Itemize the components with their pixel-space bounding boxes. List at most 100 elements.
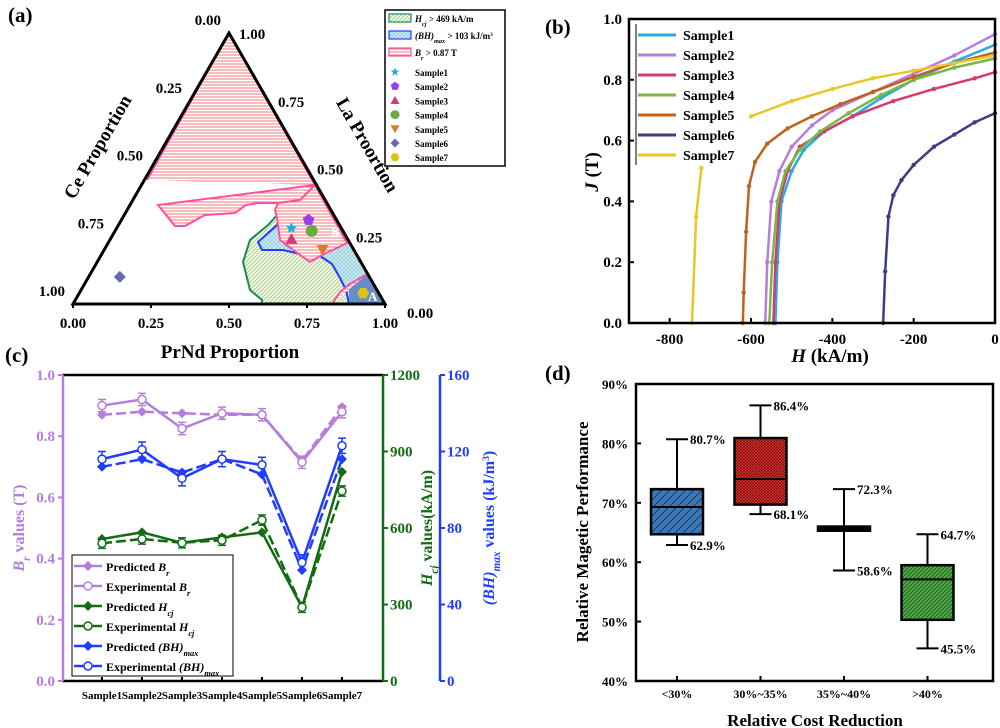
data-point — [830, 86, 835, 92]
data-point — [137, 394, 147, 405]
panel-label: (d) — [545, 361, 571, 385]
hcj-axis-title-subscript: cj — [429, 565, 441, 574]
y-tick-label: 1.0 — [603, 12, 622, 28]
x-tick-label: 30%~35% — [733, 687, 787, 701]
bhmax-axis-title-tail: ) — [481, 451, 498, 456]
data-point — [746, 184, 752, 189]
data-point — [257, 515, 267, 525]
legend-swatch — [388, 30, 412, 40]
min-data-label: 45.5% — [941, 641, 977, 656]
data-point — [809, 123, 815, 128]
sample-point-6 — [113, 270, 126, 283]
legend-marker — [83, 581, 93, 591]
sample-point-5 — [316, 245, 329, 256]
data-point — [789, 98, 794, 104]
data-point — [870, 89, 876, 95]
data-point — [817, 129, 823, 134]
legend-marker — [390, 110, 400, 120]
data-point — [177, 423, 187, 434]
right-axis-tick-label: 1200 — [390, 368, 420, 384]
data-point — [137, 527, 147, 538]
y-tick-label: 50% — [602, 615, 628, 630]
legend-label: Predicted Br — [106, 560, 170, 578]
data-point — [891, 193, 896, 198]
plot-frame — [627, 17, 997, 325]
legend-label: Sample2 — [683, 49, 734, 64]
left-tick-label: 0.00 — [195, 13, 221, 29]
legend-label-subscript: r — [166, 569, 170, 578]
x-axis-title-text: (kA/m) — [806, 346, 869, 367]
data-point — [911, 77, 916, 83]
y-tick-label: 0.6 — [603, 134, 622, 150]
legend-label-subscript: max — [183, 649, 198, 658]
right-axis-tick-label: 0 — [447, 674, 455, 690]
legend-label-prefix: Predicted — [106, 560, 158, 574]
sample-point-4 — [305, 224, 318, 237]
data-point — [785, 126, 790, 131]
legend-label: Br > 0.87 T — [414, 48, 457, 62]
data-point — [137, 406, 147, 417]
y-tick-label: 0.2 — [603, 255, 622, 271]
data-point — [137, 534, 147, 544]
legend-label: Sample1 — [415, 68, 449, 78]
bhmax-axis-title-symbol: (BH) — [481, 571, 498, 605]
y-axis-title: J (T) — [582, 152, 603, 193]
data-point — [789, 168, 794, 174]
br-axis-title: Br values (T) — [11, 484, 33, 572]
y-tick-label: 60% — [602, 555, 628, 570]
right-axis-tick-label: 300 — [390, 598, 413, 614]
legend-label: Sample5 — [683, 109, 734, 124]
min-data-label: 62.9% — [690, 538, 726, 553]
bottom-axis-title: PrNd Proportion — [161, 342, 300, 363]
bhmax-axis-title: (BH)max values (kJ/m3) — [481, 451, 504, 605]
data-point — [783, 168, 788, 174]
data-point — [693, 214, 699, 219]
bottom-tick-label: 0.75 — [294, 316, 320, 332]
data-point — [809, 114, 815, 119]
data-point — [217, 535, 227, 545]
x-tick-label: Sample1 — [82, 690, 122, 702]
data-point — [899, 177, 904, 183]
y-tick-label: 0.4 — [603, 194, 622, 210]
data-point — [743, 229, 749, 234]
data-point — [177, 473, 187, 484]
legend-label: Predicted (BH)max — [106, 640, 198, 658]
min-data-label: 68.1% — [774, 507, 810, 522]
data-point — [972, 120, 977, 125]
ternary-plot: 0.00 0.00 0.00 0.25 0.25 0.25 0.50 0.50 0.50 0.75… — [39, 9, 506, 363]
data-point — [775, 199, 780, 204]
x-tick-label: -400 — [819, 332, 847, 348]
legend-label: Sample3 — [683, 69, 734, 84]
data-point — [297, 457, 307, 467]
br-tick-label: 0.4 — [36, 552, 55, 568]
legend-label: Experimental (BH)max — [106, 660, 219, 678]
legend-label: Experimental Br — [106, 580, 191, 598]
legend-label: Sample6 — [683, 129, 734, 144]
bhmax-axis-title-subscript: max — [491, 551, 503, 571]
data-point — [752, 159, 758, 165]
data-point — [838, 101, 843, 107]
right-axis-tick-label: 0 — [390, 674, 398, 690]
right-axis-tick-label: 80 — [447, 521, 462, 537]
legend-label-subscript: cj — [188, 629, 195, 638]
data-point — [765, 141, 770, 146]
data-point — [177, 408, 187, 419]
right-tick-label: 0.75 — [278, 95, 304, 111]
legend-marker — [390, 125, 400, 134]
legend-label-symbol: B — [414, 48, 421, 58]
legend-marker — [83, 641, 93, 651]
bottom-tick-label: 1.00 — [372, 316, 398, 332]
x-tick-label: Sample7 — [322, 690, 363, 702]
data-point — [337, 441, 347, 451]
br-axis-title-symbol: B — [11, 561, 28, 573]
sample-point-1 — [285, 222, 298, 233]
legend-label: Sample6 — [415, 139, 449, 149]
data-point — [850, 114, 855, 119]
data-point — [911, 162, 916, 168]
legend-label: Experimental Hcj — [106, 620, 195, 638]
x-tick-label: -600 — [737, 332, 765, 348]
legend-label-text: > 469 kA/m — [427, 14, 474, 24]
legend-label-subscript: cj — [167, 609, 174, 618]
data-point — [337, 406, 347, 417]
